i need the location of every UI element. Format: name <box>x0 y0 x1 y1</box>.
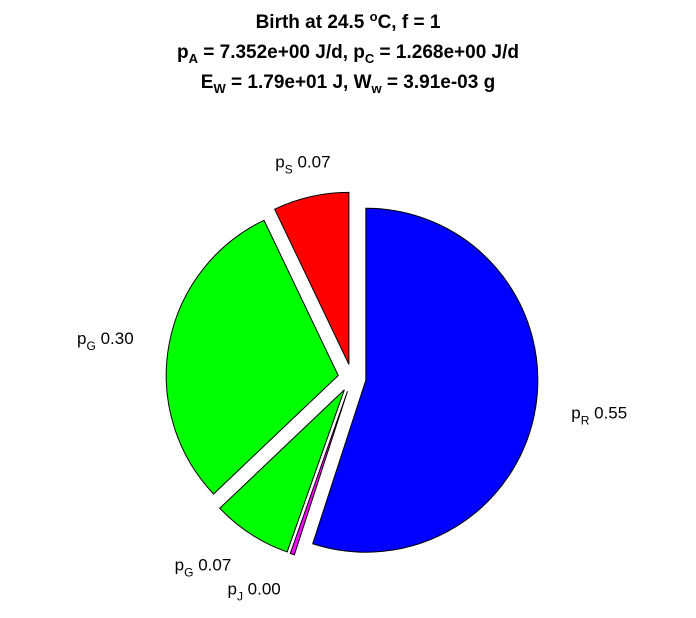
chart-title: Birth at 24.5 oC, f = 1 pA = 7.352e+00 J… <box>0 8 696 98</box>
pie-label-3: pG 0.30 <box>77 329 134 353</box>
title-line-1: Birth at 24.5 oC, f = 1 <box>255 9 441 33</box>
pie-slices <box>165 191 539 556</box>
pie-label-0: pR 0.55 <box>571 404 627 428</box>
pie-slice-4 <box>274 191 350 365</box>
pie-label-2: pG 0.07 <box>175 555 232 579</box>
pie-slice-3 <box>165 219 339 495</box>
pie-slice-1 <box>289 391 348 556</box>
pie-label-1: pJ 0.00 <box>227 579 280 603</box>
pie-slice-0 <box>312 207 539 553</box>
pie-label-4: pS 0.07 <box>275 152 330 176</box>
title-line-2: pA = 7.352e+00 J/d, pC = 1.268e+00 J/d <box>176 42 519 66</box>
title-line-3: EW = 1.79e+01 J, Ww = 3.91e-03 g <box>200 72 496 96</box>
pie-slice-2 <box>219 389 345 553</box>
